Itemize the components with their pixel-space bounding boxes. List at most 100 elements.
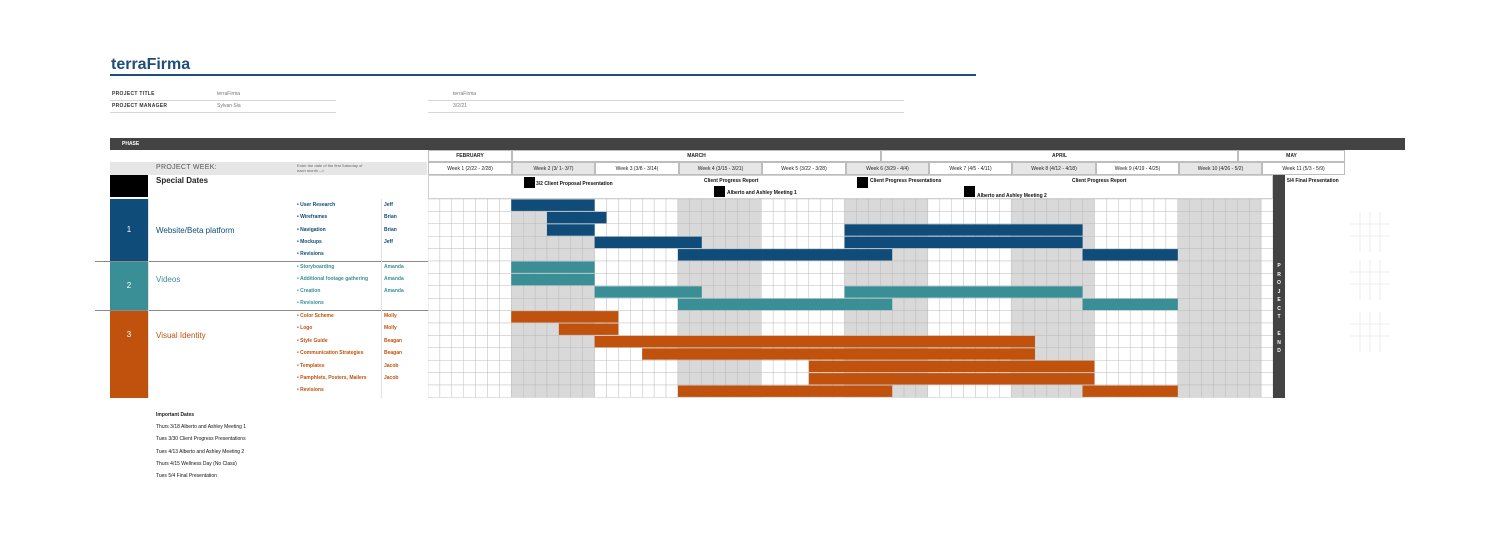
task-name[interactable]: • Navigation <box>297 227 326 233</box>
gantt-cell[interactable] <box>499 359 512 373</box>
gantt-cell[interactable] <box>642 260 655 274</box>
gantt-cell[interactable] <box>439 248 452 262</box>
gantt-cell[interactable] <box>439 347 452 361</box>
gantt-cell[interactable] <box>511 347 524 361</box>
gantt-cell[interactable] <box>820 223 833 237</box>
gantt-cell[interactable] <box>820 322 833 336</box>
gantt-cell[interactable] <box>963 310 976 324</box>
gantt-cell[interactable] <box>499 372 512 386</box>
gantt-cell[interactable] <box>784 310 798 324</box>
gantt-cell[interactable] <box>428 199 441 212</box>
gantt-cell[interactable] <box>1129 310 1143 324</box>
gantt-cell[interactable] <box>1165 236 1178 249</box>
gantt-cell[interactable] <box>1177 372 1190 386</box>
gantt-cell[interactable] <box>725 285 738 299</box>
gantt-cell[interactable] <box>1070 322 1083 336</box>
gantt-cell[interactable] <box>1237 273 1250 287</box>
gantt-cell[interactable] <box>1189 372 1202 386</box>
gantt-cell[interactable] <box>475 347 488 361</box>
gantt-cell[interactable] <box>1225 359 1238 373</box>
gantt-cell[interactable] <box>618 322 631 336</box>
gantt-cell[interactable] <box>749 223 762 237</box>
gantt-cell[interactable] <box>653 199 667 212</box>
gantt-cell[interactable] <box>487 359 500 373</box>
gantt-cell[interactable] <box>1141 347 1155 361</box>
gantt-cell[interactable] <box>487 322 500 336</box>
gantt-cell[interactable] <box>451 372 464 386</box>
gantt-cell[interactable] <box>927 199 940 212</box>
gantt-cell[interactable] <box>1129 211 1143 224</box>
gantt-cell[interactable] <box>1129 223 1143 237</box>
gantt-cell[interactable] <box>630 372 643 386</box>
gantt-cell[interactable] <box>915 273 929 287</box>
gantt-cell[interactable] <box>1082 335 1095 348</box>
gantt-cell[interactable] <box>439 297 452 311</box>
gantt-cell[interactable] <box>689 223 702 237</box>
gantt-cell[interactable] <box>1058 297 1071 311</box>
gantt-cell[interactable] <box>1260 384 1273 398</box>
gantt-cell[interactable] <box>1082 285 1095 299</box>
gantt-cell[interactable] <box>1094 310 1107 324</box>
gantt-cell[interactable] <box>1129 372 1143 386</box>
gantt-cell[interactable] <box>1213 372 1226 386</box>
gantt-cell[interactable] <box>975 211 988 224</box>
gantt-bar[interactable] <box>844 224 1083 236</box>
gantt-cell[interactable] <box>653 223 667 237</box>
gantt-cell[interactable] <box>463 322 476 336</box>
gantt-cell[interactable] <box>725 322 738 336</box>
gantt-cell[interactable] <box>534 359 548 373</box>
gantt-cell[interactable] <box>630 211 643 224</box>
gantt-cell[interactable] <box>570 372 583 386</box>
gantt-cell[interactable] <box>1070 347 1083 361</box>
gantt-cell[interactable] <box>618 248 631 262</box>
task-name[interactable]: • Style Guide <box>297 338 328 344</box>
gantt-cell[interactable] <box>594 273 607 287</box>
gantt-cell[interactable] <box>1225 260 1238 274</box>
gantt-cell[interactable] <box>761 199 774 212</box>
gantt-cell[interactable] <box>963 260 976 274</box>
gantt-cell[interactable] <box>642 248 655 262</box>
gantt-cell[interactable] <box>1070 260 1083 274</box>
gantt-cell[interactable] <box>1237 359 1250 373</box>
gantt-cell[interactable] <box>891 248 905 262</box>
gantt-cell[interactable] <box>630 322 643 336</box>
gantt-cell[interactable] <box>939 384 952 398</box>
gantt-cell[interactable] <box>1129 285 1143 299</box>
gantt-cell[interactable] <box>463 223 476 237</box>
gantt-cell[interactable] <box>546 297 560 311</box>
gantt-cell[interactable] <box>451 211 464 224</box>
gantt-cell[interactable] <box>844 273 857 287</box>
gantt-cell[interactable] <box>832 236 845 249</box>
gantt-cell[interactable] <box>630 359 643 373</box>
gantt-cell[interactable] <box>927 310 940 324</box>
gantt-bar[interactable] <box>547 224 595 236</box>
gantt-cell[interactable] <box>630 310 643 324</box>
gantt-cell[interactable] <box>784 236 798 249</box>
gantt-cell[interactable] <box>428 248 441 262</box>
gantt-cell[interactable] <box>1165 285 1178 299</box>
gantt-cell[interactable] <box>796 359 810 373</box>
gantt-cell[interactable] <box>1022 248 1036 262</box>
gantt-cell[interactable] <box>1094 223 1107 237</box>
gantt-cell[interactable] <box>963 248 976 262</box>
gantt-cell[interactable] <box>927 297 940 311</box>
gantt-cell[interactable] <box>844 211 857 224</box>
gantt-cell[interactable] <box>534 248 548 262</box>
gantt-cell[interactable] <box>975 199 988 212</box>
gantt-cell[interactable] <box>439 372 452 386</box>
gantt-cell[interactable] <box>1141 335 1155 348</box>
gantt-cell[interactable] <box>439 236 452 249</box>
gantt-cell[interactable] <box>1165 273 1178 287</box>
gantt-cell[interactable] <box>1129 199 1143 212</box>
gantt-cell[interactable] <box>653 310 667 324</box>
gantt-cell[interactable] <box>570 285 583 299</box>
gantt-cell[interactable] <box>713 285 726 299</box>
gantt-cell[interactable] <box>1249 347 1262 361</box>
gantt-cell[interactable] <box>796 310 810 324</box>
gantt-cell[interactable] <box>570 359 583 373</box>
gantt-cell[interactable] <box>439 211 452 224</box>
gantt-cell[interactable] <box>534 285 548 299</box>
gantt-cell[interactable] <box>523 372 536 386</box>
gantt-cell[interactable] <box>439 273 452 287</box>
gantt-cell[interactable] <box>463 384 476 398</box>
